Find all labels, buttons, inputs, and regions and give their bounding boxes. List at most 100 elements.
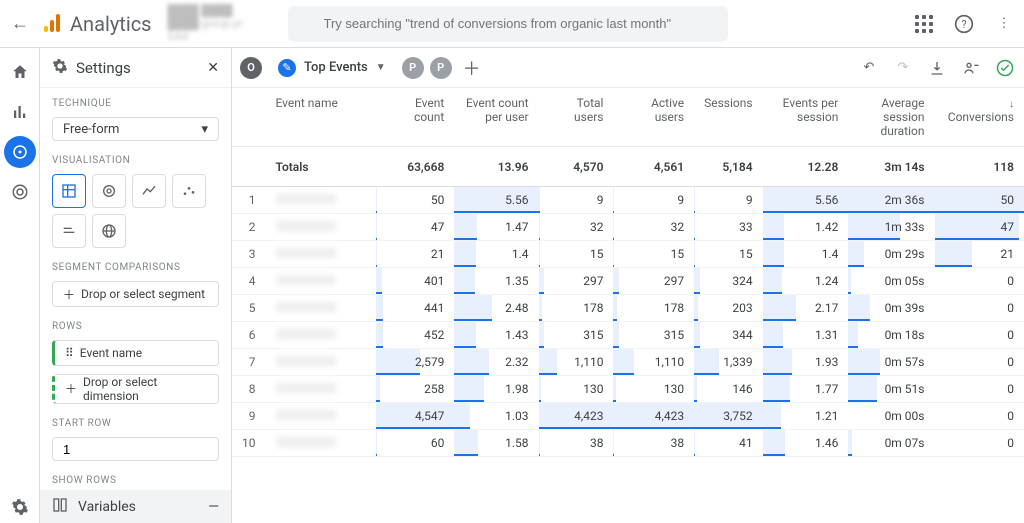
value-cell: 47 [935,214,1024,241]
column-header[interactable]: Average session duration [848,88,934,147]
value-cell: 1.98 [454,376,538,403]
table-row[interactable]: 54412.481781782032.170m 39s0 [232,295,1024,322]
search-input[interactable] [288,6,728,42]
column-header[interactable]: Event name [266,88,376,147]
add-step-icon[interactable]: ＋ [458,54,486,82]
minimize-icon: — [208,499,219,515]
help-icon[interactable]: ? [952,12,976,36]
rail-reports-icon[interactable] [4,96,36,128]
table-row[interactable]: 94,5471.034,4234,4233,7521.210m 00s0 [232,403,1024,430]
redo-icon[interactable]: ↷ [892,57,914,79]
startrow-input[interactable] [52,437,219,461]
value-cell: 33 [694,214,762,241]
value-cell: 32 [539,214,614,241]
event-name-cell [266,430,376,457]
value-cell: 2.48 [454,295,538,322]
value-cell: 0 [935,322,1024,349]
value-cell: 4,423 [613,403,694,430]
value-cell: 15 [539,241,614,268]
value-cell: 0m 39s [848,295,934,322]
table-row[interactable]: 2471.473232331.421m 33s47 [232,214,1024,241]
table-row[interactable]: 64521.433153153441.310m 18s0 [232,322,1024,349]
value-cell: 1.31 [763,322,849,349]
column-header[interactable]: Total users [539,88,614,147]
technique-select[interactable]: Free-form ▾ [52,117,219,141]
value-cell: 1,110 [613,349,694,376]
viz-line-icon[interactable] [132,174,166,208]
value-cell: 0 [935,430,1024,457]
download-icon[interactable] [926,57,948,79]
rail-advertising-icon[interactable] [4,176,36,208]
value-cell: 5.56 [763,187,849,214]
viz-geo-icon[interactable] [92,214,126,248]
segment-p2-icon[interactable]: P [430,57,452,79]
value-cell: 15 [613,241,694,268]
value-cell: 3,752 [694,403,762,430]
chevron-down-icon: ▼ [376,62,386,73]
table-row[interactable]: 1505.569995.562m 36s50 [232,187,1024,214]
value-cell: 0m 29s [848,241,934,268]
rail-explore-icon[interactable] [4,136,36,168]
segment-o-icon[interactable]: O [240,57,262,79]
variables-toggle[interactable]: Variables — [40,490,231,523]
value-cell: 21 [376,241,455,268]
viz-table-icon[interactable] [52,174,86,208]
column-header[interactable]: Active users [613,88,694,147]
viz-donut-icon[interactable] [92,174,126,208]
segment-label: SEGMENT COMPARISONS [40,252,231,277]
column-header[interactable]: Events per session [763,88,849,147]
value-cell: 0 [935,376,1024,403]
event-name-cell [266,349,376,376]
more-vert-icon[interactable]: ⋮ [992,12,1016,36]
property-selector[interactable]: ████ ████ ████-group.pl · GA4 [168,4,268,43]
viz-scatter-icon[interactable] [172,174,206,208]
rail-admin-icon[interactable] [4,491,36,523]
rows-drop[interactable]: ＋Drop or select dimension [52,374,219,404]
segment-p1-icon[interactable]: P [402,57,424,79]
settings-panel: Settings ✕ TECHNIQUE Free-form ▾ VISUALI… [40,48,232,523]
value-cell: 0m 57s [848,349,934,376]
value-cell: 38 [613,430,694,457]
svg-text:?: ? [961,18,966,31]
table-row[interactable]: 10601.583838411.460m 07s0 [232,430,1024,457]
segment-drop[interactable]: ＋Drop or select segment [52,281,219,307]
value-cell: 1.58 [454,430,538,457]
event-name-cell [266,214,376,241]
viz-options [40,170,231,252]
viz-bar-icon[interactable] [52,214,86,248]
undo-icon[interactable]: ↶ [858,57,880,79]
column-header[interactable]: ↓ Conversions [935,88,1024,147]
value-cell: 1.93 [763,349,849,376]
value-cell: 50 [935,187,1024,214]
column-header[interactable]: Event count [376,88,455,147]
apps-icon[interactable] [912,12,936,36]
visualisation-label: VISUALISATION [40,145,231,170]
rows-dimension[interactable]: ⠿Event name [52,340,219,366]
value-cell: 178 [613,295,694,322]
rail-home-icon[interactable] [4,56,36,88]
value-cell: 4,547 [376,403,455,430]
step-pill[interactable]: ✎ Top Events ▼ [268,54,396,82]
table-row[interactable]: 72,5792.321,1101,1101,3391.930m 57s0 [232,349,1024,376]
value-cell: 130 [613,376,694,403]
value-cell: 0 [935,268,1024,295]
table-header-row: Event nameEvent countEvent count per use… [232,88,1024,147]
value-cell: 452 [376,322,455,349]
back-arrow-icon[interactable]: ← [8,12,32,36]
column-header[interactable]: Event count per user [454,88,538,147]
status-ok-icon[interactable] [994,57,1016,79]
column-header[interactable]: Sessions [694,88,762,147]
value-cell: 2m 36s [848,187,934,214]
logo[interactable]: Analytics [40,12,152,36]
value-cell: 32 [613,214,694,241]
top-bar: ← Analytics ████ ████ ████-group.pl · GA… [0,0,1024,48]
value-cell: 0m 51s [848,376,934,403]
close-icon[interactable]: ✕ [207,60,219,76]
share-icon[interactable] [960,57,982,79]
table-row[interactable]: 3211.41515151.40m 29s21 [232,241,1024,268]
value-cell: 9 [539,187,614,214]
table-row[interactable]: 82581.981301301461.770m 51s0 [232,376,1024,403]
value-cell: 297 [613,268,694,295]
table-row[interactable]: 44011.352972973241.240m 05s0 [232,268,1024,295]
value-cell: 0m 05s [848,268,934,295]
